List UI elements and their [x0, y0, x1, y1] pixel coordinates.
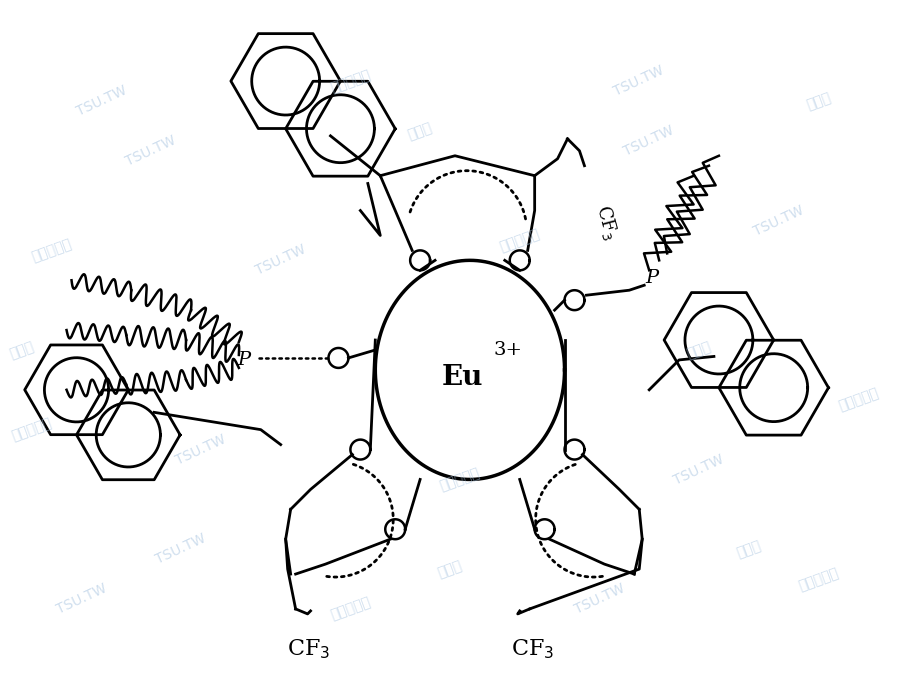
- Text: 天山醫學院: 天山醫學院: [328, 67, 373, 95]
- Text: 醫學院: 醫學院: [734, 539, 763, 560]
- Text: 3+: 3+: [493, 341, 522, 359]
- Text: 天山醫學院: 天山醫學院: [796, 565, 841, 593]
- Text: TSU.TW: TSU.TW: [622, 123, 677, 159]
- Text: TSU.TW: TSU.TW: [671, 452, 726, 487]
- Text: TSU.TW: TSU.TW: [253, 243, 308, 278]
- Text: 醫學院: 醫學院: [7, 339, 36, 361]
- Text: P: P: [238, 351, 250, 369]
- Text: TSU.TW: TSU.TW: [572, 581, 626, 617]
- Text: TSU.TW: TSU.TW: [124, 133, 178, 168]
- Text: 天山醫: 天山醫: [436, 559, 464, 580]
- Text: 天山醫: 天山醫: [805, 90, 832, 112]
- Text: P: P: [645, 269, 659, 287]
- Text: CF$_3$: CF$_3$: [511, 637, 554, 661]
- Text: TSU.TW: TSU.TW: [154, 532, 209, 567]
- Text: 天山醫: 天山醫: [685, 339, 713, 361]
- Text: TSU.TW: TSU.TW: [174, 432, 229, 467]
- Text: CF$_3$: CF$_3$: [287, 637, 330, 661]
- Text: Eu: Eu: [441, 364, 482, 392]
- Text: 天山醫學院: 天山醫學院: [30, 236, 74, 264]
- Text: CF$_3$: CF$_3$: [591, 203, 621, 243]
- Text: 天山醫學院: 天山醫學院: [836, 386, 880, 414]
- Text: TSU.TW: TSU.TW: [74, 83, 129, 119]
- Text: TSU.TW: TSU.TW: [54, 581, 109, 617]
- Text: 天山醫學院: 天山醫學院: [10, 416, 54, 443]
- Text: 醫學院: 醫學院: [406, 120, 435, 142]
- Text: TSU.TW: TSU.TW: [612, 63, 667, 99]
- Text: 天山醫學院: 天山醫學院: [498, 227, 542, 254]
- Text: TSU.TW: TSU.TW: [752, 203, 806, 238]
- Text: 天山醫學院: 天山醫學院: [328, 595, 373, 622]
- Text: 天山醫學院: 天山醫學院: [438, 466, 482, 493]
